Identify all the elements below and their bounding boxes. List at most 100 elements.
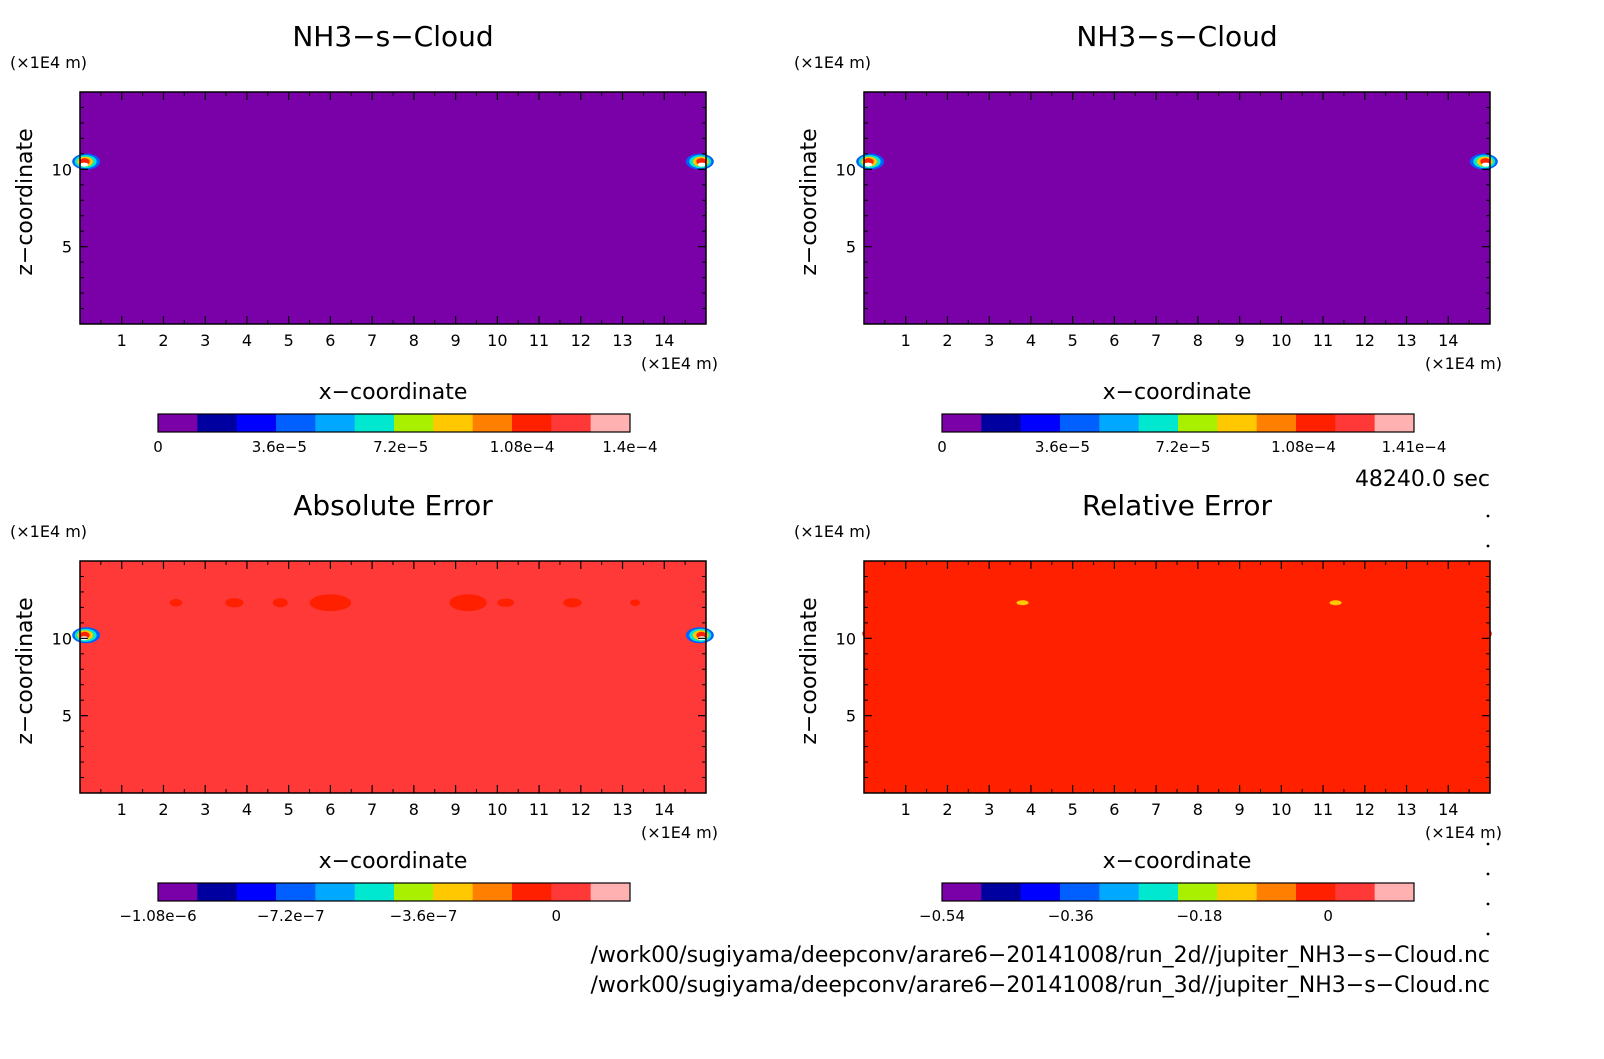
x-tick-label: 13 <box>1396 331 1416 350</box>
contour-blob <box>225 598 244 608</box>
colorbar-segment <box>1335 414 1376 432</box>
colorbar-segment <box>590 414 631 432</box>
file-path: /work00/sugiyama/deepconv/arare6−2014100… <box>591 943 1490 968</box>
x-tick-label: 3 <box>200 800 210 819</box>
x-unit-label: (×1E4 m) <box>641 823 718 842</box>
colorbar-segment <box>433 414 474 432</box>
colorbar-segment <box>158 414 198 432</box>
contour-blob <box>497 598 515 607</box>
contour-blob <box>1329 600 1342 606</box>
x-tick-label: 4 <box>1026 800 1036 819</box>
x-tick-label: 11 <box>1313 331 1333 350</box>
panel-4: Relative Error(×1E4 m)1 2 3 4 5 6 7 8 9 10 11 12 13 1… <box>794 489 1502 925</box>
colorbar-segment <box>512 414 552 432</box>
colorbar-tick-label: 1.4e−4 <box>602 438 657 456</box>
colorbar-segment <box>942 414 982 432</box>
colorbar-tick-label: 1.41e−4 <box>1382 438 1447 456</box>
x-tick-label: 6 <box>1109 800 1119 819</box>
margin-dot <box>1486 842 1490 846</box>
x-tick-label: 11 <box>529 800 549 819</box>
heatmap-field <box>80 92 706 324</box>
colorbar-segment <box>472 883 513 901</box>
x-tick-label: 7 <box>1151 800 1161 819</box>
margin-dot <box>1486 514 1490 518</box>
cloud-contour <box>697 162 706 167</box>
y-axis-label: z−coordinate <box>797 597 822 744</box>
colorbar-segment <box>1138 414 1179 432</box>
x-tick-label: 6 <box>1109 331 1119 350</box>
y-tick-label: 5 <box>846 707 856 726</box>
colorbar-segment <box>236 414 277 432</box>
colorbar-tick-label: −7.2e−7 <box>257 907 325 925</box>
colorbar-segment <box>1296 883 1336 901</box>
y-axis-label: z−coordinate <box>797 128 822 275</box>
x-tick-label: 6 <box>325 331 335 350</box>
y-unit-label: (×1E4 m) <box>10 53 87 72</box>
colorbar-segment <box>590 883 631 901</box>
contour-blob <box>1056 598 1072 608</box>
colorbar-segment <box>1020 883 1061 901</box>
contour-blob <box>630 599 641 607</box>
colorbar-tick-label: −0.18 <box>1176 907 1222 925</box>
time-label: 48240.0 sec <box>1355 467 1490 492</box>
x-tick-label: 12 <box>1355 800 1375 819</box>
colorbar-frame <box>941 882 1415 902</box>
x-tick-label: 10 <box>487 800 507 819</box>
contour-blob <box>953 599 967 607</box>
x-tick-label: 7 <box>1151 331 1161 350</box>
x-tick-label: 1 <box>117 331 127 350</box>
x-tick-label: 4 <box>242 331 252 350</box>
x-tick-label: 3 <box>984 331 994 350</box>
colorbar-segment <box>315 883 356 901</box>
colorbar-segment <box>1335 883 1376 901</box>
heatmap-field <box>80 561 706 793</box>
x-tick-label: 14 <box>654 331 674 350</box>
y-tick-label: 5 <box>62 707 72 726</box>
y-tick-label: 10 <box>836 160 856 179</box>
panel-1: NH3−s−Cloud(×1E4 m)1 2 3 4 5 6 7 8 9 10 11 12 13 1451… <box>10 20 718 456</box>
x-axis-label: x−coordinate <box>1103 380 1252 405</box>
margin-dot <box>1486 932 1490 936</box>
x-tick-label: 11 <box>1313 800 1333 819</box>
x-tick-label: 3 <box>200 331 210 350</box>
colorbar-tick-label: 0 <box>937 438 947 456</box>
x-unit-label: (×1E4 m) <box>641 354 718 373</box>
colorbar-segment <box>1099 414 1140 432</box>
heatmap-field <box>864 561 1490 793</box>
x-tick-label: 4 <box>1026 331 1036 350</box>
colorbar-segment <box>197 414 238 432</box>
colorbar-tick-label: 0 <box>551 907 561 925</box>
colorbar-segment <box>1217 414 1258 432</box>
x-tick-label: 10 <box>487 331 507 350</box>
contour-blob <box>169 599 183 607</box>
colorbar-tick-label: 3.6e−5 <box>252 438 307 456</box>
x-tick-label: 5 <box>284 800 294 819</box>
colorbar-tick-label: 0 <box>153 438 163 456</box>
x-tick-label: 9 <box>451 800 461 819</box>
x-tick-label: 8 <box>409 331 419 350</box>
colorbar-segment <box>1060 414 1100 432</box>
colorbar-segment <box>433 883 474 901</box>
x-tick-label: 2 <box>942 800 952 819</box>
cloud-contour <box>80 162 89 167</box>
x-tick-label: 9 <box>451 331 461 350</box>
x-axis-label: x−coordinate <box>1103 849 1252 874</box>
colorbar-segment <box>197 883 238 901</box>
colorbar-tick-label: 1.08e−4 <box>1271 438 1336 456</box>
y-unit-label: (×1E4 m) <box>10 522 87 541</box>
margin-dot <box>1486 902 1490 906</box>
x-tick-label: 4 <box>242 800 252 819</box>
colorbar-segment <box>354 414 395 432</box>
colorbar-segment <box>394 883 434 901</box>
panel-title: Absolute Error <box>293 489 493 522</box>
contour-blob <box>1281 598 1299 607</box>
colorbar-segment <box>1178 883 1218 901</box>
colorbar-segment <box>1217 883 1258 901</box>
x-tick-label: 1 <box>901 331 911 350</box>
panel-title: NH3−s−Cloud <box>292 20 493 53</box>
x-tick-label: 8 <box>1193 800 1203 819</box>
x-axis-label: x−coordinate <box>319 849 468 874</box>
colorbar-segment <box>276 414 316 432</box>
colorbar-segment <box>1138 883 1179 901</box>
